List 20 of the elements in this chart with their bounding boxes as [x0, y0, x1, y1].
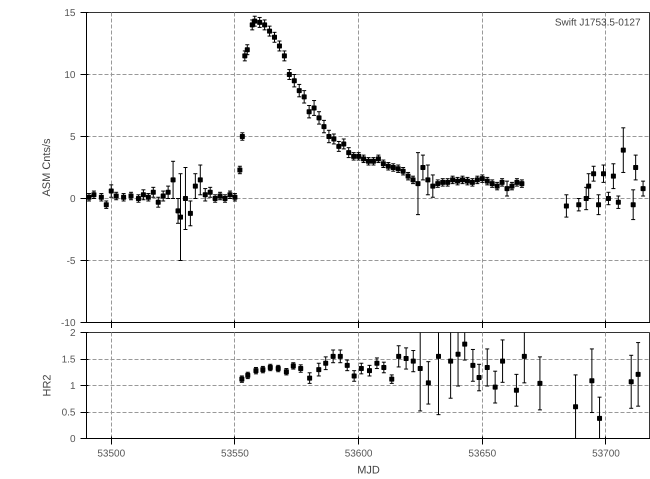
- y-axis-title: ASM Cnts/s: [41, 138, 54, 197]
- x-tick-label: 53550: [221, 448, 250, 460]
- y-tick-label: 15: [64, 8, 76, 19]
- y-tick-label: 5: [70, 132, 76, 143]
- y-tick-label: 2: [70, 328, 76, 339]
- annotation: Swift J1753.5-0127: [554, 18, 641, 28]
- y-tick-label: -5: [66, 256, 76, 267]
- x-tick-label: 53700: [592, 448, 620, 460]
- y-tick-label: 10: [64, 70, 76, 81]
- y-tick-label: 1.5: [62, 354, 76, 366]
- x-axis-title: MJD: [357, 464, 380, 476]
- y-tick-label: 0.5: [62, 408, 76, 418]
- x-tick-label: 53500: [97, 448, 126, 460]
- x-tick-label: 53650: [468, 448, 497, 460]
- y-tick-label: 1: [70, 381, 76, 392]
- x-tick-label: 53600: [344, 448, 373, 460]
- y-tick-label: 0: [70, 434, 76, 445]
- y-axis-title: HR2: [42, 374, 54, 397]
- y-tick-label: -10: [61, 318, 76, 329]
- y-tick-label: 0: [70, 194, 76, 205]
